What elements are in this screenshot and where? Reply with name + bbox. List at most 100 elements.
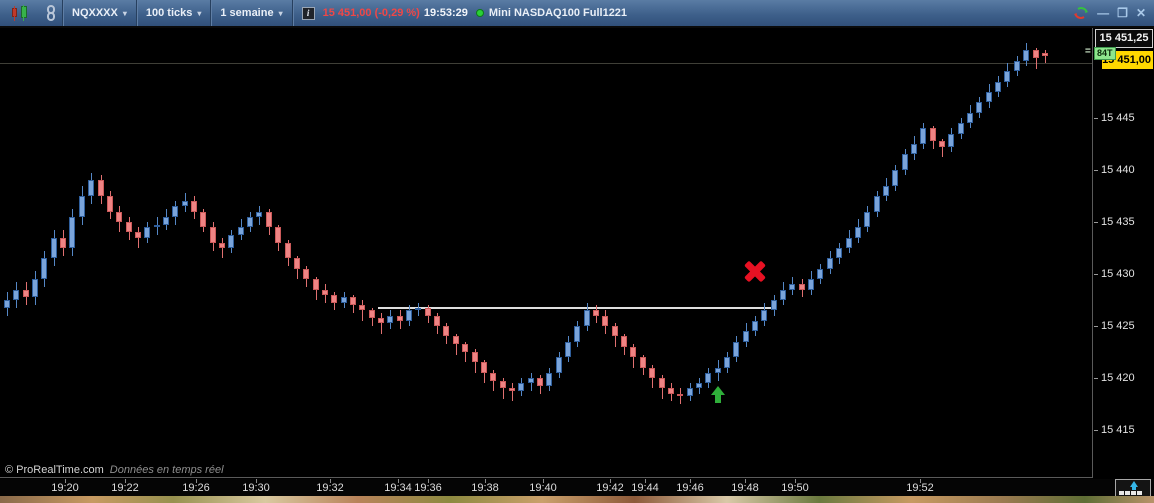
- green-up-arrow-marker[interactable]: [710, 385, 726, 403]
- candle-body: [172, 206, 179, 217]
- candle-body: [480, 362, 487, 373]
- candle-wick: [362, 300, 364, 321]
- candle-body: [845, 237, 852, 248]
- candle-body: [836, 248, 843, 259]
- candle-body: [284, 242, 291, 259]
- chart-style-button[interactable]: [0, 0, 40, 26]
- candle-body: [901, 154, 908, 170]
- candle-body: [219, 242, 226, 248]
- time-axis-label: 19:40: [529, 482, 557, 494]
- instrument-dropdown[interactable]: NQXXXX ▾: [63, 0, 136, 26]
- candle-body: [770, 300, 777, 311]
- candle-body: [125, 222, 132, 233]
- close-button[interactable]: ✕: [1135, 6, 1146, 20]
- candle-body: [462, 344, 469, 352]
- toolbar-separator: [135, 0, 137, 26]
- candle-wick: [222, 237, 224, 259]
- candle-body: [69, 216, 76, 248]
- candle-body: [939, 141, 945, 147]
- candle-wick: [465, 341, 467, 363]
- candle-body: [293, 258, 300, 269]
- maximize-button[interactable]: ❒: [1117, 6, 1128, 20]
- price-axis[interactable]: 15 451,25 = 84T 15 451,00 15 445 15 440 15…: [1085, 28, 1154, 478]
- time-axis-label: 19:22: [111, 482, 139, 494]
- price-tick-mark: [1094, 170, 1098, 171]
- time-tick-mark: [65, 479, 66, 483]
- time-axis-label: 19:50: [781, 482, 809, 494]
- candle-body: [106, 196, 113, 212]
- price-tick-mark: [1094, 326, 1098, 327]
- price-axis-label: 15 440: [1101, 164, 1135, 176]
- history-range-dropdown[interactable]: 1 semaine ▾: [211, 0, 291, 26]
- candle-body: [378, 318, 384, 324]
- candle-body: [50, 237, 57, 259]
- candle-body: [303, 268, 310, 280]
- candle-body: [22, 289, 29, 298]
- candle-body: [882, 185, 889, 196]
- info-button[interactable]: i: [293, 0, 317, 26]
- candle-body: [957, 123, 964, 134]
- candle-body: [536, 378, 543, 386]
- chevron-down-icon: ▾: [197, 8, 202, 18]
- red-x-marker[interactable]: [742, 258, 768, 284]
- desktop-wallpaper-strip: [0, 496, 1154, 503]
- resistance-line[interactable]: [378, 306, 771, 309]
- tick-interval-label: 100 ticks: [145, 7, 193, 19]
- info-icon: i: [301, 6, 315, 20]
- candle-body: [144, 227, 151, 238]
- time-tick-mark: [645, 479, 646, 483]
- link-button[interactable]: [40, 0, 62, 26]
- candle-body: [41, 258, 48, 280]
- clock: 19:53:29: [423, 7, 468, 19]
- candle-body: [780, 289, 787, 300]
- candle-body: [518, 383, 525, 391]
- tick-interval-dropdown[interactable]: 100 ticks ▾: [137, 0, 211, 26]
- time-axis[interactable]: 19:20 19:22 19:26 19:30 19:32 19:34 19:36 19:38…: [0, 479, 1154, 498]
- refresh-sync-icon[interactable]: [1073, 6, 1089, 20]
- candle-body: [499, 380, 506, 389]
- time-tick-mark: [256, 479, 257, 483]
- candle-body: [761, 310, 768, 321]
- chain-link-icon: [46, 4, 56, 22]
- candle-body: [1032, 50, 1039, 59]
- toolbar-separator: [291, 0, 293, 26]
- chevron-down-icon: ▾: [278, 8, 283, 18]
- toolbar-separator: [210, 0, 212, 26]
- candle-body: [658, 378, 665, 389]
- candle-wick: [502, 378, 504, 399]
- candle-body: [798, 284, 805, 290]
- candle-body: [247, 216, 254, 228]
- candle-body: [490, 372, 497, 381]
- candle-body: [565, 341, 571, 358]
- candle-body: [723, 357, 730, 368]
- candle-body: [546, 372, 553, 386]
- candle-body: [508, 388, 515, 391]
- candle-body: [985, 92, 992, 103]
- chart-plot-area[interactable]: © ProRealTime.com Données en temps réel: [0, 28, 1093, 478]
- candle-body: [396, 315, 403, 321]
- candle-body: [256, 211, 263, 217]
- candle-wick: [137, 227, 139, 248]
- time-axis-label: 19:38: [471, 482, 499, 494]
- time-tick-mark: [543, 479, 544, 483]
- price-axis-label: 15 435: [1101, 216, 1135, 228]
- candle-body: [611, 326, 618, 337]
- candle-body: [817, 268, 824, 280]
- toolbar-left-group: NQXXXX ▾ 100 ticks ▾ 1 semaine ▾ i 15 45…: [0, 0, 627, 26]
- time-tick-mark: [330, 479, 331, 483]
- time-axis-label: 19:52: [906, 482, 934, 494]
- time-tick-mark: [428, 479, 429, 483]
- candle-body: [13, 289, 20, 300]
- price-tick-mark: [1094, 430, 1098, 431]
- candle-body: [593, 310, 600, 316]
- candle-body: [97, 180, 104, 196]
- restore-toolbar-button[interactable]: [1115, 479, 1151, 498]
- price-tick-mark: [1094, 222, 1098, 223]
- candlestick-icon: [9, 4, 31, 22]
- candle-body: [265, 211, 272, 228]
- candle-body: [1041, 53, 1048, 56]
- time-axis-label: 19:42: [596, 482, 624, 494]
- history-range-label: 1 semaine: [220, 7, 274, 19]
- minimize-button[interactable]: —: [1097, 6, 1110, 20]
